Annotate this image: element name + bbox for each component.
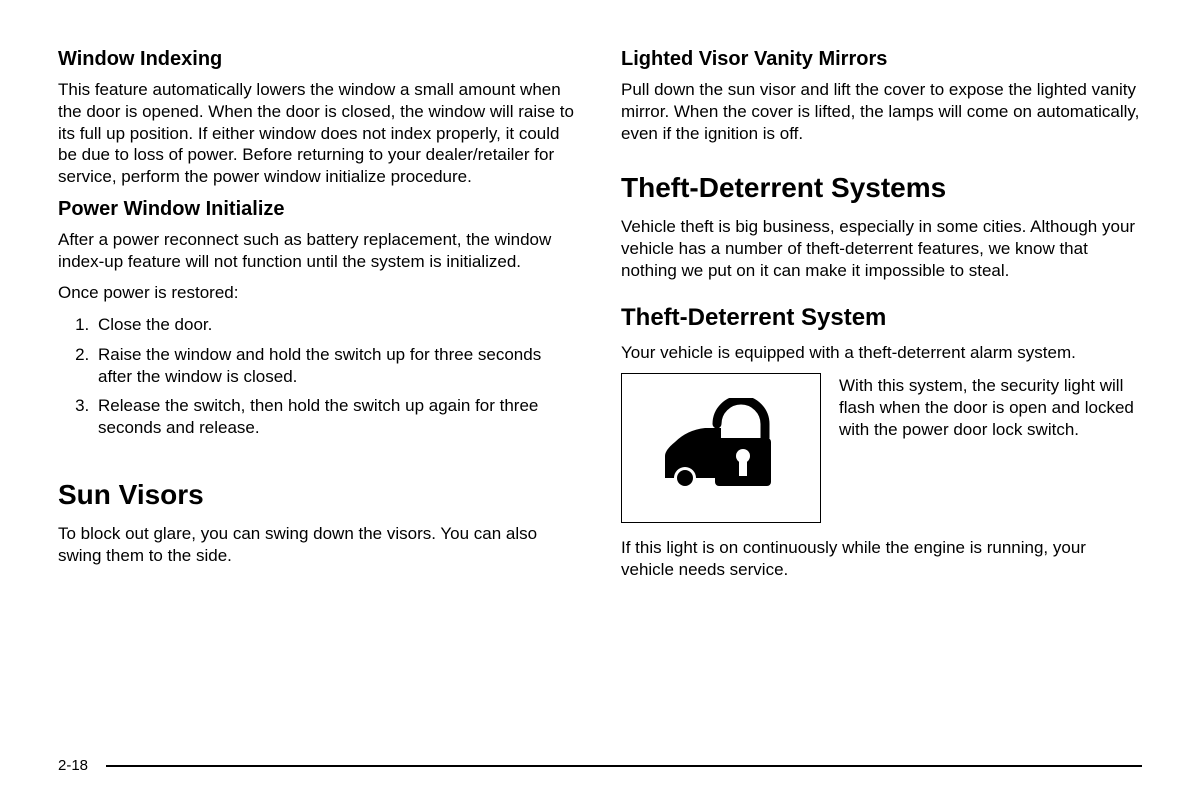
page-footer: 2-18 [58, 757, 1142, 774]
heading-lighted-visor: Lighted Visor Vanity Mirrors [621, 48, 1142, 71]
right-column: Lighted Visor Vanity Mirrors Pull down t… [621, 48, 1142, 738]
heading-window-indexing: Window Indexing [58, 48, 579, 71]
list-item: Release the switch, then hold the switch… [94, 395, 579, 439]
left-column: Window Indexing This feature automatical… [58, 48, 579, 738]
heading-sun-visors: Sun Visors [58, 479, 579, 511]
car-lock-icon [651, 398, 791, 498]
para-power-window-intro: After a power reconnect such as battery … [58, 229, 579, 273]
para-theft-system-after: If this light is on continuously while t… [621, 537, 1142, 581]
heading-power-window-initialize: Power Window Initialize [58, 198, 579, 221]
page-columns: Window Indexing This feature automatical… [58, 48, 1142, 738]
para-theft-system-intro: Your vehicle is equipped with a theft-de… [621, 342, 1142, 364]
heading-theft-system: Theft-Deterrent System [621, 304, 1142, 332]
heading-theft-systems: Theft-Deterrent Systems [621, 172, 1142, 204]
steps-power-window: Close the door. Raise the window and hol… [58, 314, 579, 447]
para-theft-systems: Vehicle theft is big business, especiall… [621, 216, 1142, 281]
para-lighted-visor: Pull down the sun visor and lift the cov… [621, 79, 1142, 144]
theft-icon-caption: With this system, the security light wil… [839, 373, 1142, 440]
theft-icon-row: With this system, the security light wil… [621, 373, 1142, 523]
theft-icon-box [621, 373, 821, 523]
list-item: Close the door. [94, 314, 579, 336]
footer-rule [106, 765, 1142, 767]
page-number: 2-18 [58, 757, 88, 774]
para-power-window-lead: Once power is restored: [58, 282, 579, 304]
list-item: Raise the window and hold the switch up … [94, 344, 579, 388]
para-window-indexing: This feature automatically lowers the wi… [58, 79, 579, 188]
para-sun-visors: To block out glare, you can swing down t… [58, 523, 579, 567]
